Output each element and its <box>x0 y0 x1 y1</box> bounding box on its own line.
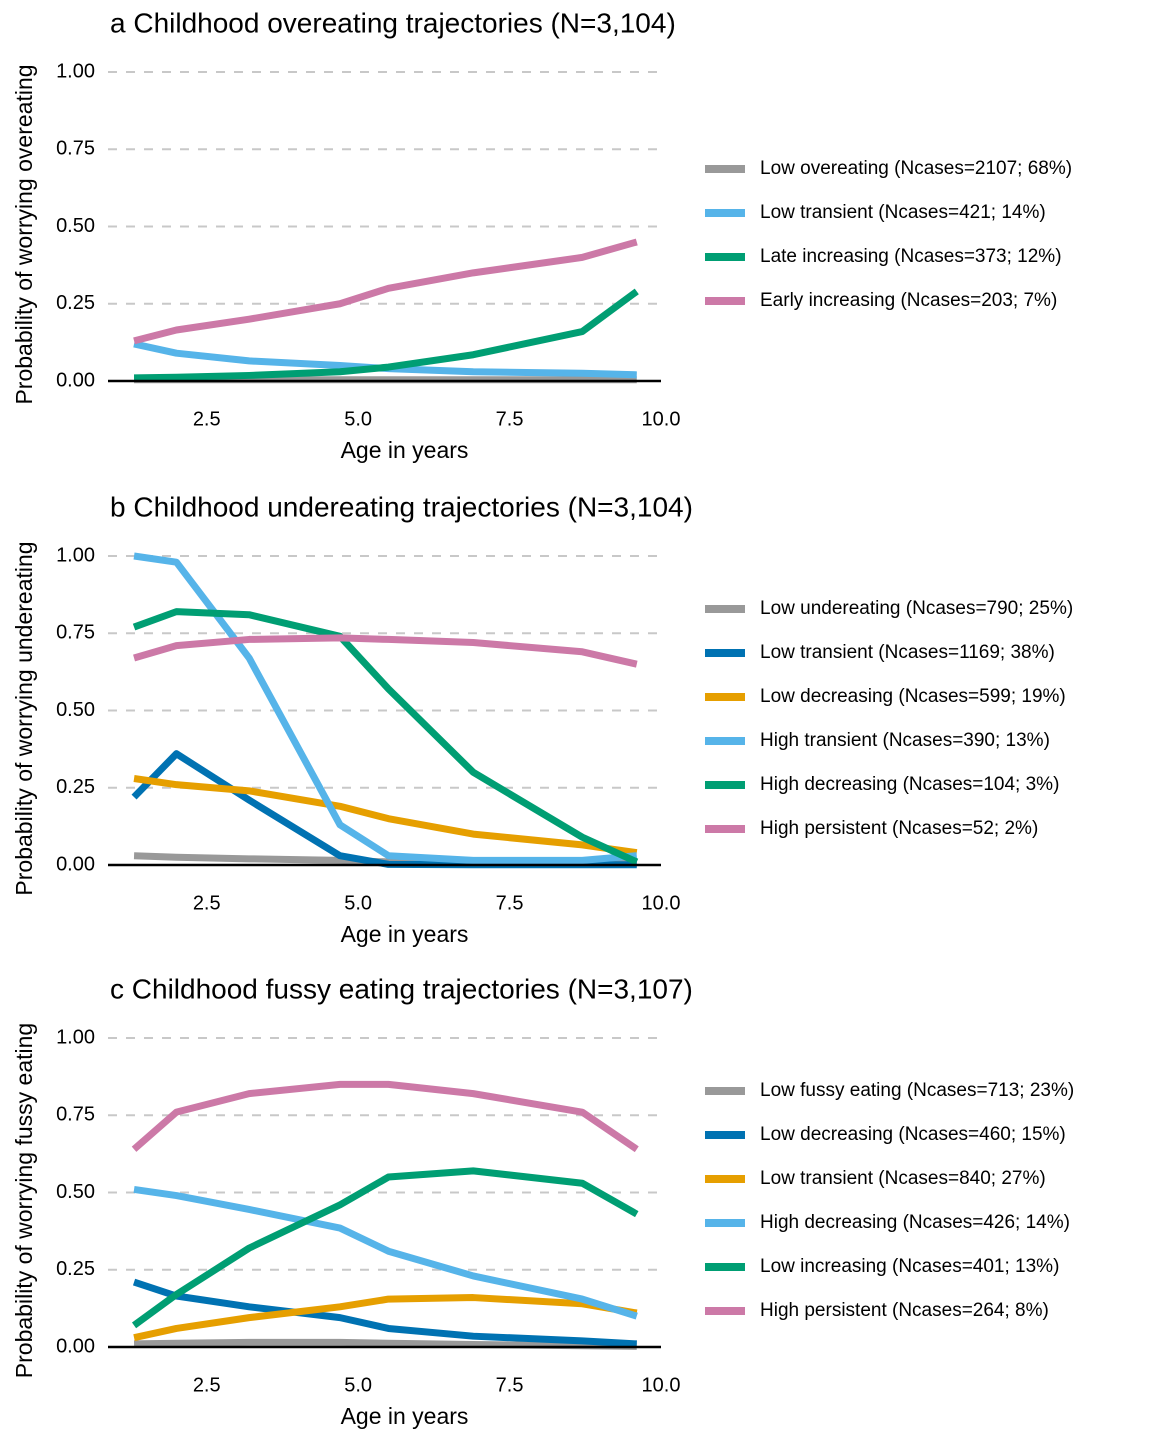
series-line <box>133 288 639 382</box>
y-axis-title: Probability of worrying overeating <box>11 64 37 404</box>
legend-label: Low undereating (Ncases=790; 25%) <box>760 598 1073 619</box>
y-tick-label: 1.00 <box>56 60 95 82</box>
legend-label: High persistent (Ncases=52; 2%) <box>760 818 1038 839</box>
x-tick-label: 5.0 <box>344 892 372 914</box>
x-tick-label: 7.5 <box>496 408 524 430</box>
x-tick-label: 10.0 <box>642 1374 681 1396</box>
legend-label: Low fussy eating (Ncases=713; 23%) <box>760 1080 1074 1101</box>
x-tick-label: 7.5 <box>496 892 524 914</box>
legend-label: Low overeating (Ncases=2107; 68%) <box>760 158 1072 179</box>
y-tick-label: 0.50 <box>56 1181 95 1203</box>
x-tick-label: 5.0 <box>344 408 372 430</box>
series-line <box>132 1278 637 1348</box>
x-tick-label: 2.5 <box>193 1374 221 1396</box>
series-line <box>133 1294 638 1342</box>
series-line <box>131 1080 639 1153</box>
legend-label: Low transient (Ncases=1169; 38%) <box>760 642 1055 663</box>
x-axis-title: Age in years <box>341 437 469 463</box>
series-line <box>133 238 638 345</box>
legend-label: Low increasing (Ncases=401; 13%) <box>760 1256 1059 1277</box>
legend-label: Early increasing (Ncases=203; 7%) <box>760 290 1057 311</box>
x-tick-label: 7.5 <box>496 1374 524 1396</box>
series-line <box>132 608 639 866</box>
series-line <box>133 634 638 668</box>
y-axis-title: Probability of worrying fussy eating <box>11 1023 37 1378</box>
legend-label: High decreasing (Ncases=104; 3%) <box>760 774 1059 795</box>
x-tick-label: 5.0 <box>344 1374 372 1396</box>
y-axis-title: Probability of worrying undereating <box>11 541 37 895</box>
legend-label: Low decreasing (Ncases=460; 15%) <box>760 1124 1066 1145</box>
y-tick-label: 1.00 <box>56 1026 95 1048</box>
y-tick-label: 0.00 <box>56 369 95 391</box>
x-tick-label: 10.0 <box>642 408 681 430</box>
y-tick-label: 0.25 <box>56 292 95 314</box>
series-line <box>131 1167 639 1329</box>
legend-label: Low decreasing (Ncases=599; 19%) <box>760 686 1066 707</box>
x-axis-title: Age in years <box>341 1403 469 1429</box>
y-tick-label: 0.25 <box>56 776 95 798</box>
legend-label: High transient (Ncases=390; 13%) <box>760 730 1050 751</box>
y-tick-label: 0.00 <box>56 1335 95 1357</box>
y-tick-label: 0.25 <box>56 1258 95 1280</box>
y-tick-label: 0.50 <box>56 699 95 721</box>
y-tick-label: 0.75 <box>56 138 95 160</box>
y-tick-label: 0.75 <box>56 1104 95 1126</box>
series-line <box>133 1185 638 1320</box>
x-axis-title: Age in years <box>341 921 469 947</box>
chart-title: a Childhood overeating trajectories (N=3… <box>110 7 676 38</box>
series-line <box>133 1338 637 1350</box>
y-tick-label: 0.75 <box>56 622 95 644</box>
y-tick-label: 1.00 <box>56 544 95 566</box>
y-tick-label: 0.00 <box>56 853 95 875</box>
x-tick-label: 2.5 <box>193 892 221 914</box>
legend-label: Low transient (Ncases=421; 14%) <box>760 202 1046 223</box>
legend-label: High persistent (Ncases=264; 8%) <box>760 1300 1049 1321</box>
series-line <box>133 552 638 864</box>
chart-title: c Childhood fussy eating trajectories (N… <box>110 973 693 1004</box>
x-tick-label: 10.0 <box>642 892 681 914</box>
x-tick-label: 2.5 <box>193 408 221 430</box>
legend-label: Late increasing (Ncases=373; 12%) <box>760 246 1062 267</box>
series-line <box>133 775 638 857</box>
series-line <box>131 750 637 869</box>
chart-title: b Childhood undereating trajectories (N=… <box>110 491 693 522</box>
y-tick-label: 0.50 <box>56 215 95 237</box>
legend-label: Low transient (Ncases=840; 27%) <box>760 1168 1046 1189</box>
legend-label: High decreasing (Ncases=426; 14%) <box>760 1212 1070 1233</box>
